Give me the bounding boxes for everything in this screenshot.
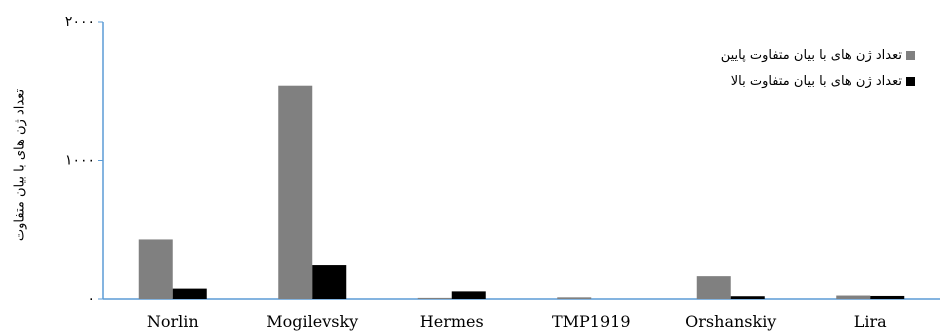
y-axis-title: تعداد ژن های با بیان متفاوت <box>12 88 28 242</box>
legend-label-high: تعداد ژن های با بیان متفاوت بالا <box>730 73 902 89</box>
legend: تعداد ژن های با بیان متفاوت پایین تعداد … <box>721 42 915 94</box>
x-tick-label-norlin: Norlin <box>147 312 199 331</box>
legend-swatch-low <box>906 50 915 60</box>
bar-mogilevsky-series-1 <box>278 85 313 300</box>
y-tick-label-1: ۱۰۰۰ <box>65 153 95 169</box>
y-tick-label-0: ۰ <box>87 291 95 307</box>
bar-hermes-series-2 <box>451 291 486 299</box>
x-tick-label-tmp1919: TMP1919 <box>552 312 631 331</box>
bar-orshanskiy-series-1 <box>696 276 731 299</box>
legend-item-low: تعداد ژن های با بیان متفاوت پایین <box>721 42 915 68</box>
bar-mogilevsky-series-2 <box>312 265 347 299</box>
bar-hermes-series-1 <box>417 297 452 299</box>
legend-label-low: تعداد ژن های با بیان متفاوت پایین <box>720 47 902 63</box>
x-tick-label-hermes: Hermes <box>420 312 484 331</box>
bar-norlin-series-1 <box>138 239 173 299</box>
bar-orshanskiy-series-2 <box>730 296 765 299</box>
legend-swatch-high <box>906 76 915 86</box>
x-tick-label-mogilevsky: Mogilevsky <box>266 312 358 331</box>
legend-item-high: تعداد ژن های با بیان متفاوت بالا <box>721 68 915 94</box>
bar-norlin-series-2 <box>172 288 207 299</box>
x-tick-label-orshanskiy: Orshanskiy <box>685 312 776 331</box>
tick-labels: ۰ ۱۰۰۰ ۲۰۰۰ Norlin Mogilevsky Hermes TMP1919 Or… <box>65 14 887 331</box>
bar-lira-series-1 <box>836 295 871 299</box>
bar-lira-series-2 <box>870 295 905 299</box>
x-tick-label-lira: Lira <box>854 312 887 331</box>
axes <box>98 21 940 300</box>
bar-tmp1919-series-1 <box>557 297 592 299</box>
y-tick-label-2: ۲۰۰۰ <box>65 14 95 30</box>
bars <box>138 85 905 300</box>
